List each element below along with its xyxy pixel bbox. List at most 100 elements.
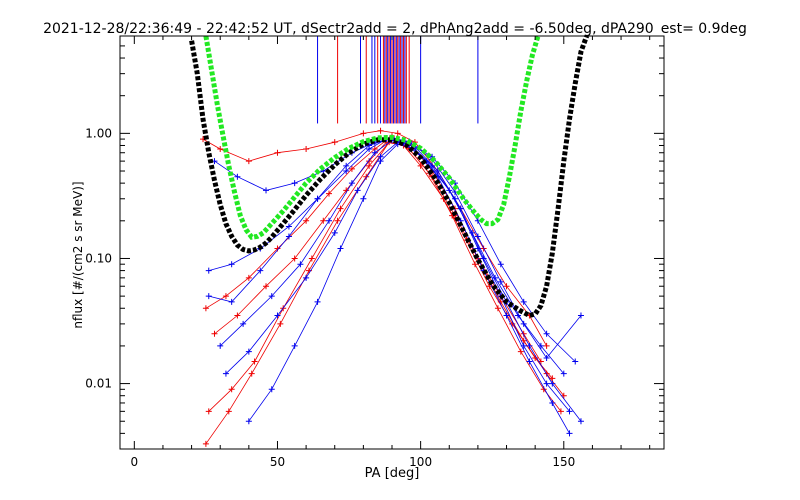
blue-trace-point — [234, 173, 241, 180]
red-trace-point — [334, 217, 341, 224]
red-trace-point — [277, 320, 284, 327]
red-trace-point — [308, 255, 315, 262]
red-trace-point — [245, 274, 252, 281]
blue-trace-point — [331, 229, 338, 236]
red-trace-point — [202, 440, 209, 447]
blue-trace-point — [297, 261, 304, 268]
blue-trace-point — [228, 261, 235, 268]
x-tick-label: 50 — [270, 455, 285, 469]
blue-trace-point — [377, 158, 384, 165]
blue-trace-point — [474, 233, 481, 240]
red-trace-point — [303, 145, 310, 152]
blue-trace-point — [303, 274, 310, 281]
blue-trace-point — [429, 162, 436, 169]
blue-trace-point — [337, 245, 344, 252]
red-trace-point — [303, 217, 310, 224]
blue-trace-point — [560, 370, 567, 377]
red-trace-point — [248, 370, 255, 377]
blue-trace-point — [360, 195, 367, 202]
red-trace-point — [557, 408, 564, 415]
blue-trace-point — [577, 312, 584, 319]
red-trace-point — [360, 130, 367, 137]
y-tick-label: 0.01 — [85, 377, 112, 391]
red-trace-point — [331, 139, 338, 146]
blue-trace-point — [457, 205, 464, 212]
blue-trace-point — [268, 386, 275, 393]
red-trace-point — [274, 149, 281, 156]
red-trace-point — [225, 408, 232, 415]
blue-trace-point — [480, 255, 487, 262]
red-trace-point — [337, 205, 344, 212]
red-trace-line — [202, 130, 547, 347]
red-trace-point — [494, 305, 501, 312]
red-trace-point — [348, 165, 355, 172]
blue-trace-point — [217, 342, 224, 349]
red-trace-point — [366, 162, 373, 169]
blue-trace-line — [214, 138, 576, 362]
blue-trace-point — [371, 149, 378, 156]
red-trace-point — [263, 283, 270, 290]
blue-trace-point — [257, 267, 264, 274]
fit-curve-green — [203, 35, 541, 240]
blue-trace-point — [285, 223, 292, 230]
measurement-traces — [200, 127, 584, 447]
blue-trace-point — [348, 180, 355, 187]
red-trace-point — [363, 173, 370, 180]
x-tick-label: 100 — [409, 455, 432, 469]
blue-trace-point — [343, 168, 350, 175]
fit-curves — [189, 35, 590, 319]
blue-trace-point — [263, 187, 270, 194]
blue-trace-point — [354, 187, 361, 194]
blue-trace-point — [291, 180, 298, 187]
blue-trace-point — [291, 342, 298, 349]
red-trace-point — [245, 158, 252, 165]
y-tick-label: 1.00 — [85, 126, 112, 140]
red-trace-point — [205, 408, 212, 415]
red-trace-point — [472, 261, 479, 268]
blue-trace-point — [274, 312, 281, 319]
red-trace-point — [394, 130, 401, 137]
blue-trace-point — [285, 233, 292, 240]
red-trace-point — [202, 305, 209, 312]
red-trace-point — [326, 190, 333, 197]
red-trace-point — [517, 348, 524, 355]
blue-trace-line — [219, 139, 570, 412]
blue-trace-point — [245, 418, 252, 425]
chart-title: 2021-12-28/22:36:49 - 22:42:52 UT, dSect… — [43, 21, 747, 37]
blue-trace-point — [543, 355, 550, 362]
red-trace-point — [222, 293, 229, 300]
red-trace-point — [320, 217, 327, 224]
red-trace-point — [228, 386, 235, 393]
red-trace-point — [211, 330, 218, 337]
blue-trace-point — [314, 298, 321, 305]
blue-trace-point — [503, 312, 510, 319]
blue-trace-point — [526, 358, 533, 365]
red-trace-point — [543, 342, 550, 349]
y-tick-label: 0.10 — [85, 251, 112, 265]
red-trace-point — [251, 358, 258, 365]
blue-trace-point — [222, 370, 229, 377]
y-axis-label: nflux [#/(cm2 s sr MeV)] — [71, 181, 85, 328]
x-tick-label: 150 — [552, 455, 575, 469]
blue-trace-point — [434, 168, 441, 175]
red-trace-line — [214, 141, 553, 379]
red-trace-point — [234, 312, 241, 319]
red-trace-point — [291, 255, 298, 262]
blue-trace-point — [343, 162, 350, 169]
red-trace-point — [503, 283, 510, 290]
blue-trace-point — [577, 418, 584, 425]
blue-trace-point — [240, 320, 247, 327]
blue-trace-point — [497, 261, 504, 268]
blue-trace-point — [572, 358, 579, 365]
sector-markers — [317, 36, 479, 124]
blue-trace-point — [497, 278, 504, 285]
red-trace-point — [217, 145, 224, 152]
blue-trace-point — [314, 195, 321, 202]
blue-trace-point — [520, 320, 527, 327]
blue-trace-point — [549, 399, 556, 406]
blue-trace-point — [543, 330, 550, 337]
blue-trace-point — [549, 380, 556, 387]
blue-trace-point — [228, 298, 235, 305]
blue-trace-point — [205, 267, 212, 274]
